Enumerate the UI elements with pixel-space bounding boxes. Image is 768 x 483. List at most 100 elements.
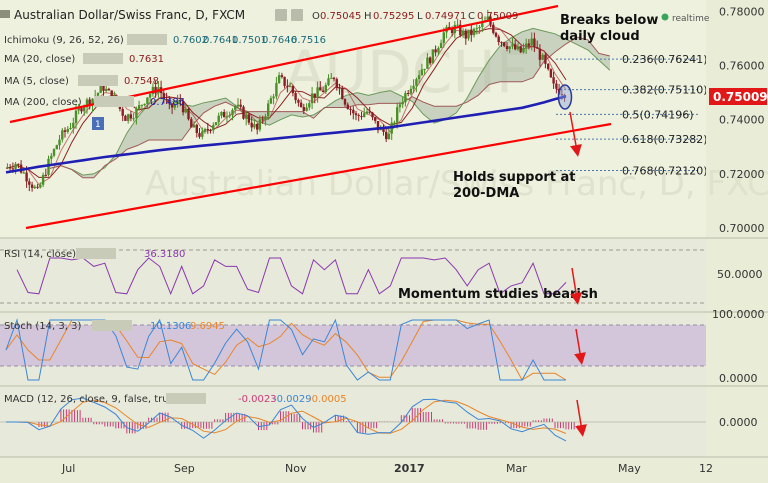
last-price-label: 0.75009 [713, 90, 768, 104]
candle-body [478, 27, 481, 29]
candle-body [220, 112, 223, 116]
time-tick-nov: Nov [285, 462, 307, 475]
candle-body [179, 100, 182, 102]
candle-body [324, 85, 327, 92]
candle-body [214, 122, 218, 126]
time-tick-12: 12 [699, 462, 713, 475]
candle-body [363, 113, 366, 117]
candle-body [508, 46, 511, 49]
eye-icon[interactable] [275, 9, 287, 21]
candle-body [217, 115, 220, 123]
fib-anchor-number: 1 [95, 120, 101, 130]
candle-body [437, 48, 440, 53]
candle-body [39, 184, 42, 188]
candle-body [327, 78, 330, 86]
candle-body [77, 108, 80, 111]
ichimoku-cloud-area [49, 28, 610, 178]
candle-body [467, 29, 470, 39]
candle-body [137, 105, 141, 109]
candle-body [530, 38, 533, 46]
macd-label[interactable]: MACD (12, 26, close, 9, false, true) [4, 394, 179, 405]
candle-body [321, 90, 325, 92]
study-ma200-label[interactable]: MA (200, close) [4, 97, 82, 108]
candle-body [148, 94, 152, 98]
ohlc-l-key: L [417, 11, 423, 22]
candle-body [547, 63, 550, 70]
symbol-title[interactable]: Australian Dollar/Swiss Franc, D, FXCM [14, 8, 245, 22]
candle-body [247, 114, 251, 123]
realtime-dot-icon [661, 13, 669, 21]
ohlc-c-value: 0.75009 [477, 11, 518, 22]
study-ma20-controls[interactable] [83, 53, 123, 64]
candle-body [428, 57, 432, 64]
candle-body [420, 69, 424, 76]
candle-body [514, 44, 517, 50]
candle-body [470, 29, 473, 36]
study-ichimoku-value-5: 0.7516 [291, 35, 326, 46]
study-ma5-controls[interactable] [78, 75, 118, 86]
stoch-k-value: 10.1306 [150, 321, 191, 332]
candle-body [349, 109, 352, 110]
candle-body [450, 28, 454, 33]
ohlc-h-key: H [364, 11, 372, 22]
candle-body [393, 122, 396, 124]
time-axis[interactable]: Jul Sep Nov 2017 Mar May 12 [61, 462, 713, 475]
candle-body [140, 105, 144, 106]
rsi-label[interactable]: RSI (14, close) [4, 249, 76, 260]
rsi-controls[interactable] [76, 248, 116, 259]
fib-level-label: 0.382(0.75110) [622, 84, 708, 97]
time-tick-may: May [618, 462, 641, 475]
candle-body [549, 69, 553, 78]
candle-body [417, 75, 421, 80]
candle-body [132, 118, 135, 120]
candle-body [28, 181, 31, 185]
rsi-pane[interactable] [0, 239, 706, 311]
time-tick-jul: Jul [61, 462, 75, 475]
ma200-line [5, 95, 567, 174]
candle-body [239, 104, 242, 107]
candle-body [401, 102, 404, 105]
candle-body [280, 75, 284, 77]
candle-body [206, 129, 209, 131]
candle-body [297, 100, 300, 103]
study-ma20-label[interactable]: MA (20, close) [4, 54, 75, 65]
stoch-controls[interactable] [92, 320, 132, 331]
stoch-label[interactable]: Stoch (14, 3, 3) [4, 321, 81, 332]
macd-controls[interactable] [166, 393, 206, 404]
candle-body [357, 115, 360, 117]
fib-anchor-marker[interactable] [92, 117, 104, 130]
rsi-axis-tick: 50.0000 [717, 268, 763, 281]
candle-body [368, 111, 371, 113]
price-tick-label: 0.74000 [719, 114, 765, 127]
rsi-panel: RSI (14, close) 36.3180 Momentum studies… [0, 248, 763, 305]
candle-body [143, 103, 146, 105]
study-ma200-controls[interactable] [94, 96, 134, 107]
price-axis-labels: 0.78000 0.76000 0.74000 0.72000 0.70000 [719, 6, 765, 235]
candle-body [354, 113, 358, 116]
price-axis[interactable] [706, 0, 768, 479]
study-ichimoku-controls[interactable] [127, 34, 167, 45]
candle-body [541, 54, 544, 60]
candle-body [253, 124, 256, 128]
study-ichimoku-label[interactable]: Ichimoku (9, 26, 52, 26) [4, 35, 124, 46]
candle-body [335, 79, 338, 88]
candle-body [396, 107, 399, 123]
candle-body [127, 114, 130, 121]
candle-body [525, 43, 528, 48]
settings-icon[interactable] [291, 9, 303, 21]
study-ma5-label[interactable]: MA (5, close) [4, 76, 69, 87]
candle-body [173, 104, 176, 108]
ohlc-c-key: C [468, 11, 475, 22]
candle-body [195, 124, 198, 133]
stoch-axis-tick-top: 100.0000 [712, 308, 765, 321]
collapse-icon[interactable] [0, 10, 10, 18]
holds-annotation-line2: 200-DMA [453, 186, 519, 201]
rsi-line [16, 257, 567, 296]
lower-trendline[interactable] [25, 122, 612, 230]
candle-body [6, 167, 9, 169]
candle-body [228, 115, 231, 117]
stoch-band-fill [0, 325, 706, 366]
candle-body [382, 127, 385, 132]
candle-body [146, 97, 149, 104]
candle-body [17, 163, 20, 165]
